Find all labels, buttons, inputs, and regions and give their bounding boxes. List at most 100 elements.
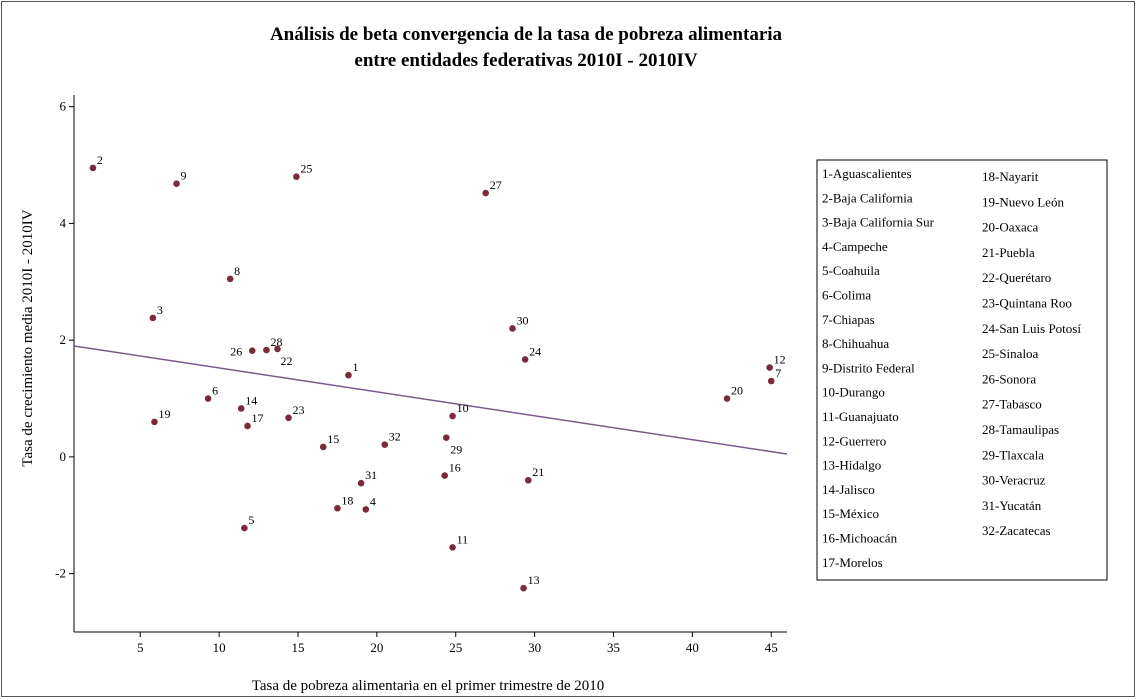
x-tick-label: 15 <box>291 640 304 655</box>
legend-entry: 31-Yucatán <box>982 498 1042 513</box>
legend-entry: 2-Baja California <box>822 190 913 205</box>
fit-line-group <box>73 345 788 455</box>
x-tick-label: 20 <box>370 640 383 655</box>
legend-entry: 16-Michoacán <box>822 531 898 546</box>
data-point <box>723 395 731 402</box>
point-label: 10 <box>457 401 469 415</box>
legend-entry: 13-Hidalgo <box>822 458 881 473</box>
legend-entry: 4-Campeche <box>822 239 888 254</box>
legend-entry: 1-Aguascalientes <box>822 166 912 181</box>
data-point <box>149 314 157 322</box>
legend-entry: 30-Veracruz <box>982 473 1046 488</box>
point-label: 21 <box>532 465 544 479</box>
data-point <box>766 364 773 371</box>
data-point <box>482 189 490 197</box>
data-point <box>345 371 352 379</box>
data-point <box>525 476 532 484</box>
legend-entry: 20-Oaxaca <box>982 220 1039 235</box>
data-point <box>248 347 256 354</box>
legend-entry: 19-Nuevo León <box>982 194 1064 209</box>
data-point <box>204 395 212 402</box>
point-label: 31 <box>365 468 377 482</box>
legend-entry: 26-Sonora <box>982 371 1036 386</box>
point-label: 20 <box>731 384 743 398</box>
legend-entry: 6-Colima <box>822 288 871 303</box>
x-tick-label: 40 <box>686 640 699 655</box>
legend-box <box>816 159 1108 581</box>
point-label: 30 <box>517 313 529 327</box>
point-label: 18 <box>341 493 353 507</box>
data-point <box>334 504 341 512</box>
point-label: 6 <box>212 384 218 398</box>
point-label: 17 <box>252 411 264 425</box>
legend-entry: 17-Morelos <box>822 555 883 570</box>
data-point <box>520 584 527 592</box>
legend: 1-Aguascalientes 2-Baja California 3-Baja … <box>822 166 1081 570</box>
data-point <box>319 443 327 451</box>
data-point <box>509 325 516 332</box>
legend-entry: 23-Quintana Roo <box>982 296 1072 311</box>
legend-entry: 11-Guanajuato <box>822 409 899 424</box>
legend-entry: 27-Tabasco <box>982 397 1042 412</box>
chart-title-line2: entre entidades federativas 2010I - 2010… <box>354 50 697 71</box>
fit-line <box>73 345 788 455</box>
data-point <box>274 345 281 353</box>
y-tick-label: -2 <box>55 566 66 581</box>
y-tick-label: 0 <box>60 449 67 464</box>
point-label: 28 <box>270 335 282 349</box>
legend-entry: 32-Zacatecas <box>982 523 1051 538</box>
legend-entry: 10-Durango <box>822 385 885 400</box>
data-point <box>237 405 245 412</box>
data-point <box>381 441 389 448</box>
point-label: 7 <box>775 366 781 380</box>
x-tick-label: 5 <box>137 640 144 655</box>
legend-entry: 15-México <box>822 506 879 521</box>
x-tick-label: 35 <box>607 640 620 655</box>
legend-entry: 22-Querétaro <box>982 270 1051 285</box>
point-label: 1 <box>352 360 358 374</box>
point-label: 3 <box>157 303 163 317</box>
data-point <box>357 479 365 487</box>
point-label: 32 <box>389 430 401 444</box>
chart-title-line1: Análisis de beta convergencia de la tasa… <box>270 24 783 45</box>
legend-entry: 14-Jalisco <box>822 482 875 497</box>
point-label: 8 <box>234 264 240 278</box>
legend-entry: 28-Tamaulipas <box>982 422 1059 437</box>
data-point <box>241 524 248 532</box>
point-label: 26 <box>230 345 242 359</box>
point-label: 19 <box>158 407 170 421</box>
x-tick-label: 25 <box>449 640 462 655</box>
points-group: 1234567891011121314151617181920212223242… <box>89 153 786 592</box>
data-point <box>226 275 234 283</box>
data-point <box>449 544 456 551</box>
y-tick-label: 2 <box>60 332 67 347</box>
data-point <box>89 164 97 172</box>
x-tick-label: 30 <box>528 640 541 655</box>
legend-entry: 12-Guerrero <box>822 433 886 448</box>
point-label: 2 <box>97 153 103 167</box>
legend-entry: 24-San Luis Potosí <box>982 321 1081 336</box>
point-label: 23 <box>293 403 305 417</box>
point-label: 12 <box>774 353 786 367</box>
legend-entry: 21-Puebla <box>982 245 1035 260</box>
legend-entry: 25-Sinaloa <box>982 346 1039 361</box>
legend-entry: 29-Tlaxcala <box>982 447 1044 462</box>
data-point <box>263 346 270 354</box>
point-label: 5 <box>248 513 254 527</box>
legend-entry: 7-Chiapas <box>822 312 875 327</box>
point-label: 25 <box>300 162 312 176</box>
y-axis-label: Tasa de crecimiento media 2010I - 2010IV <box>20 209 36 466</box>
x-axis-label: Tasa de pobreza alimentaria en el primer… <box>252 678 605 694</box>
data-point <box>151 418 158 426</box>
legend-entry: 5-Coahuila <box>822 263 880 278</box>
point-label: 11 <box>457 532 469 546</box>
point-label: 24 <box>529 344 541 358</box>
legend-entry: 8-Chihuahua <box>822 336 889 351</box>
data-point <box>244 422 251 430</box>
legend-entry: 18-Nayarit <box>982 169 1039 184</box>
data-point <box>449 412 456 420</box>
x-tick-label: 10 <box>213 640 226 655</box>
data-point <box>173 180 180 188</box>
